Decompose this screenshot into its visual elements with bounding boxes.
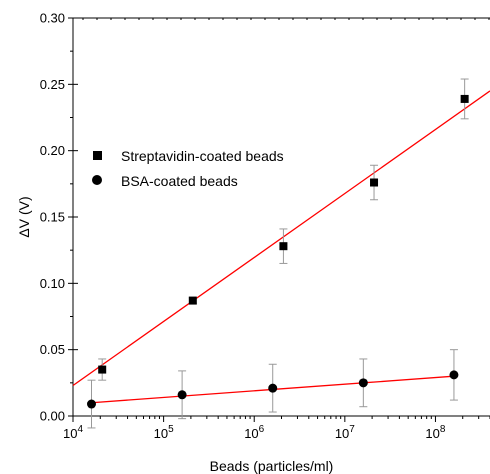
y-tick-label: 0.10 — [40, 276, 65, 291]
data-point-streptavidin — [460, 94, 469, 103]
data-point-streptavidin — [279, 242, 288, 251]
data-points — [86, 94, 469, 409]
legend-label-bsa: BSA-coated beads — [121, 173, 238, 189]
y-tick-label: 0.25 — [40, 77, 65, 92]
x-tick-label: 105 — [154, 424, 174, 441]
legend-marker-circle — [92, 175, 102, 185]
data-point-streptavidin — [370, 178, 379, 187]
x-tick-label: 106 — [244, 424, 264, 441]
legend-marker-square — [93, 151, 102, 160]
y-tick-label: 0.30 — [40, 11, 65, 26]
legend-label-streptavidin: Streptavidin-coated beads — [121, 148, 284, 164]
x-axis-label: Beads (particles/ml) — [210, 458, 334, 474]
fit-line-series-0 — [72, 90, 490, 387]
data-point-streptavidin — [98, 365, 107, 374]
x-tick-label: 104 — [63, 424, 83, 441]
y-tick-label: 0.20 — [40, 143, 65, 158]
data-point-bsa — [177, 390, 187, 400]
x-axis-ticks: 104 105 106 107 108 — [63, 416, 490, 441]
data-point-bsa — [86, 399, 96, 409]
y-tick-label: 0.15 — [40, 210, 65, 225]
data-point-bsa — [449, 370, 459, 380]
y-axis-label: ΔV (V) — [16, 196, 32, 237]
y-tick-label: 0.05 — [40, 342, 65, 357]
data-point-bsa — [358, 378, 368, 388]
x-tick-label: 107 — [335, 424, 355, 441]
data-point-streptavidin — [188, 296, 197, 305]
y-axis-ticks: 0.00 0.05 0.10 0.15 0.20 0.25 0.30 — [40, 11, 490, 424]
legend: Streptavidin-coated beads BSA-coated bea… — [92, 148, 284, 189]
y-tick-label: 0.00 — [40, 409, 65, 424]
x-tick-label: 108 — [425, 424, 445, 441]
data-point-bsa — [268, 383, 278, 393]
